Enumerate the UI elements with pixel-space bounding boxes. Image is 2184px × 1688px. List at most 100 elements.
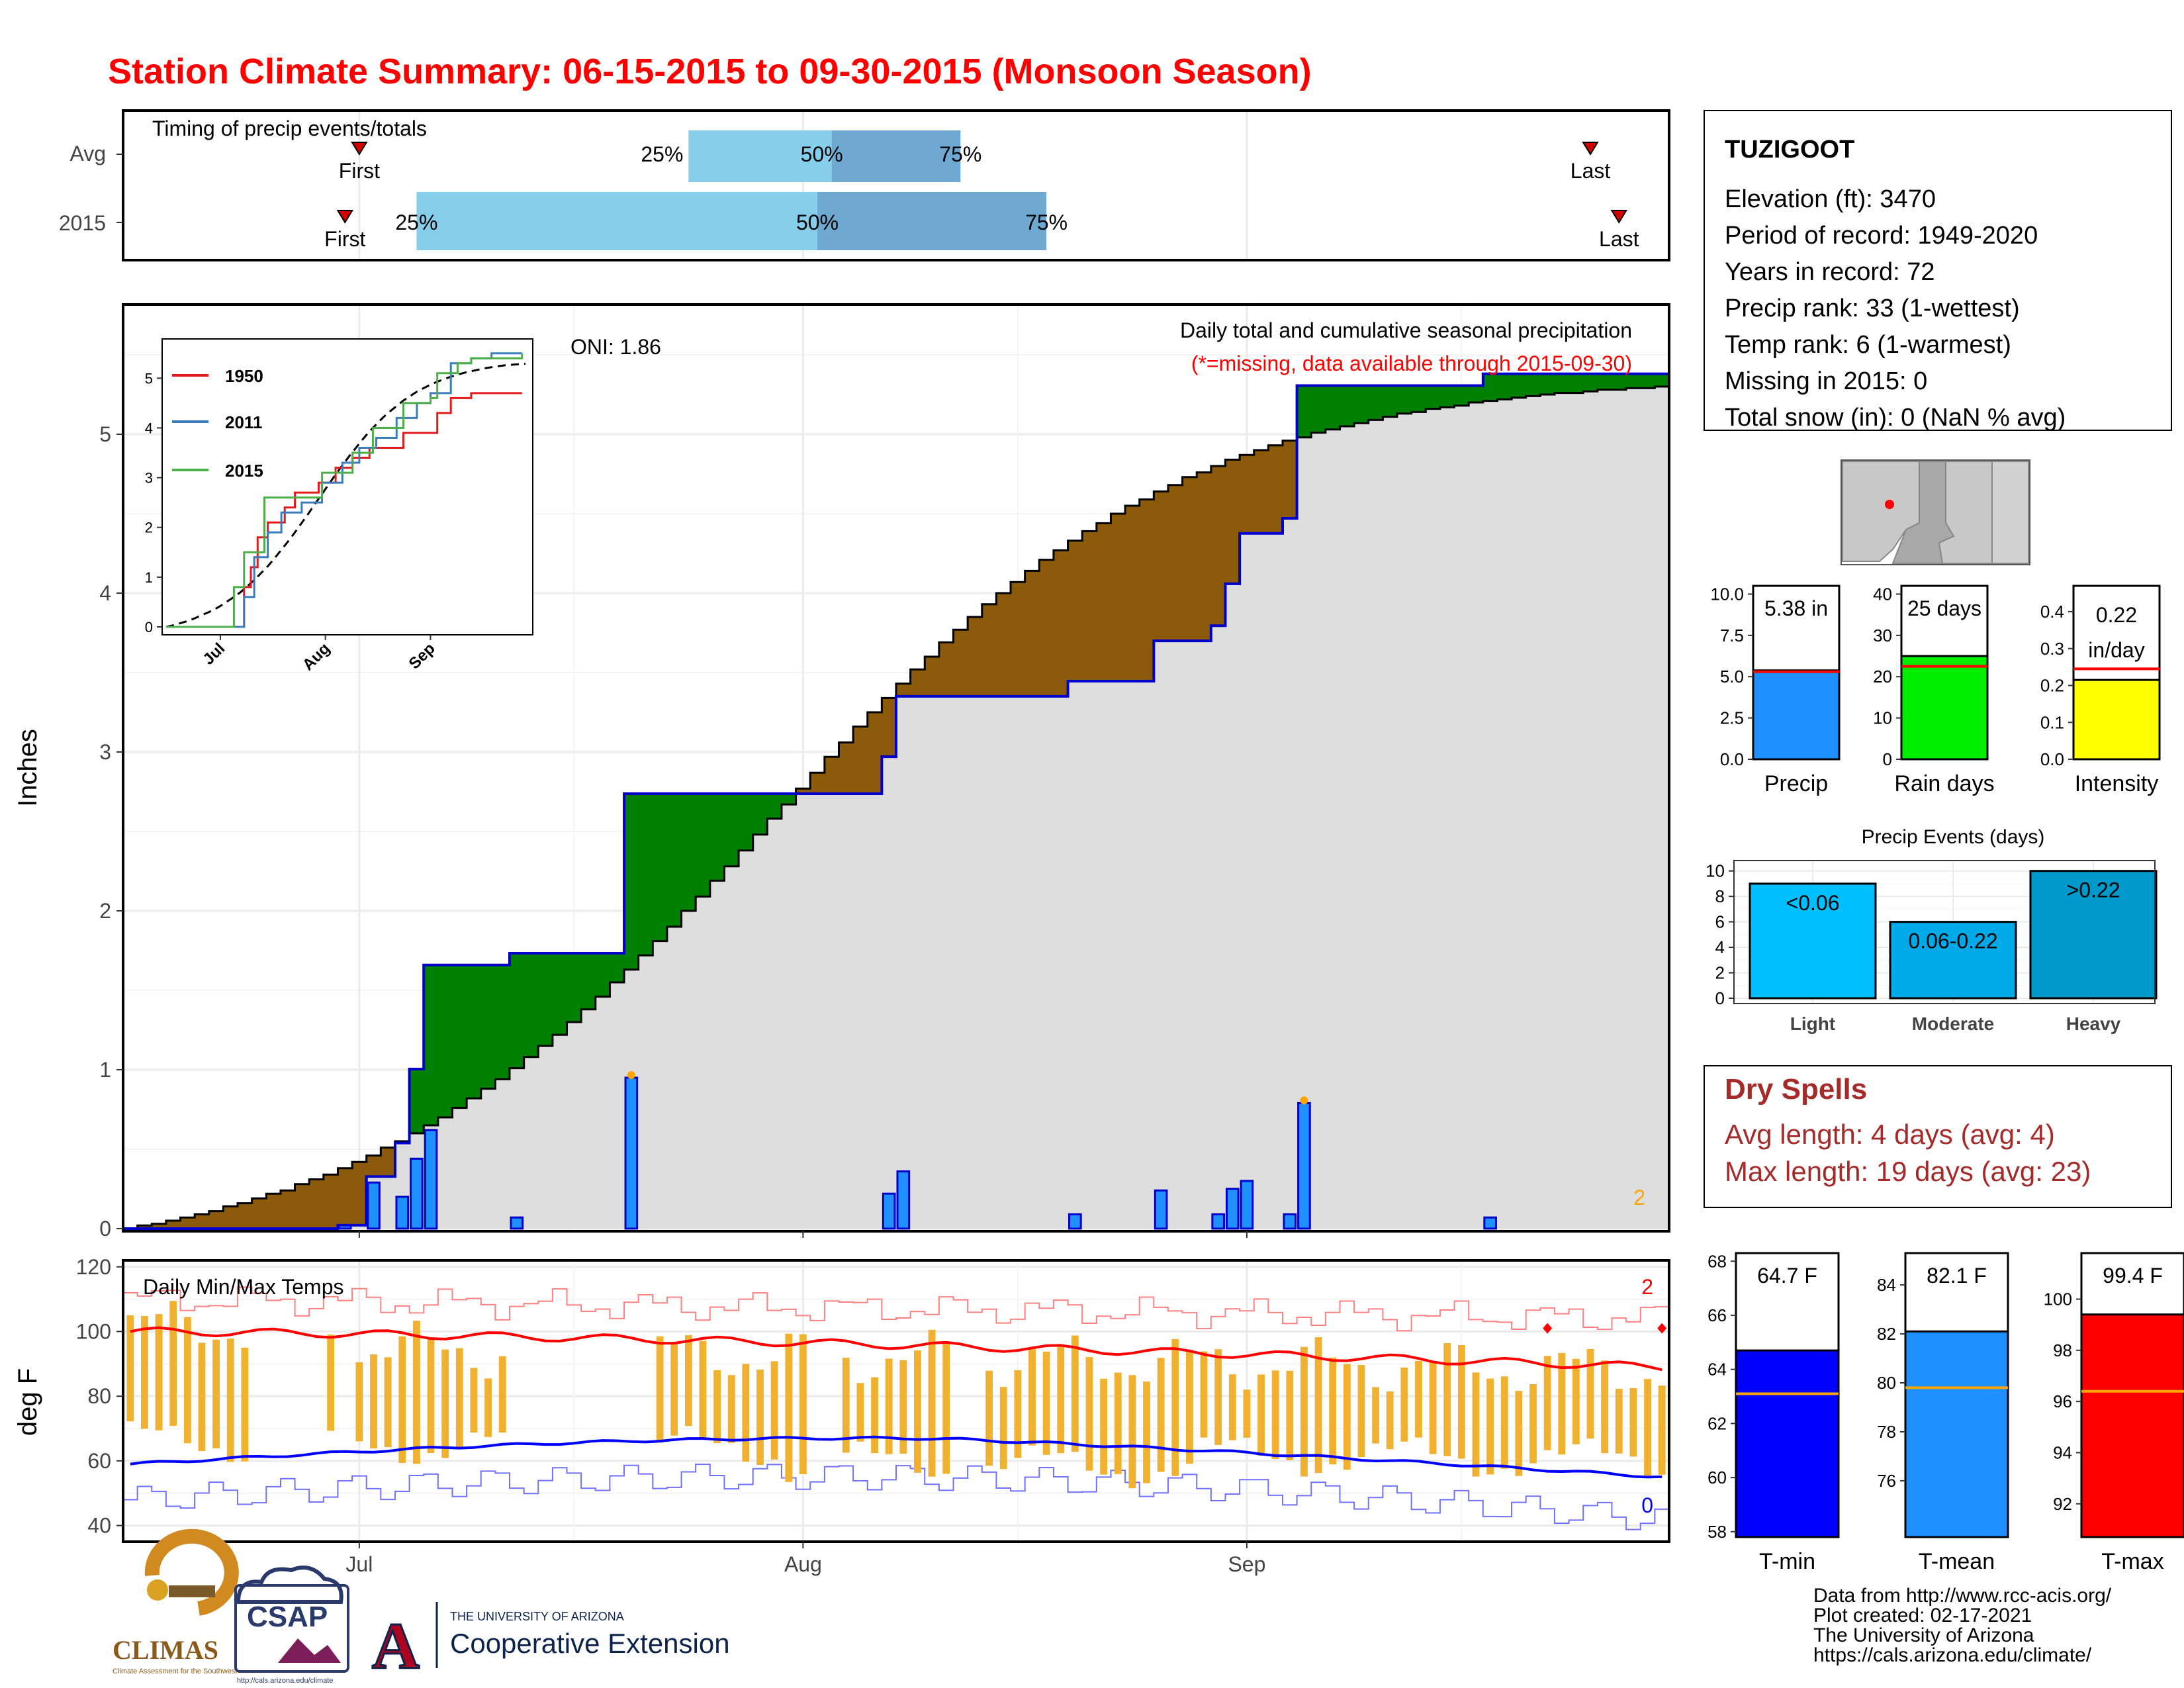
deficit-fill [137,1225,152,1229]
events-bar-range: 0.06-0.22 [1908,929,1997,953]
daily-temp-bar [1629,1387,1637,1457]
temp-content [123,1286,1669,1530]
ua-logo-bg [363,1609,429,1668]
precip-events-chart: Precip Events (days) 0 2 4 6 8 10 <0.06 Light 0.0… [1706,826,2158,1034]
daily-temp-bar [656,1336,664,1443]
daily-temp-bar [842,1358,850,1453]
summary-bar-y-tick-label: 0 [1883,749,1892,769]
events-y-tick-label: 10 [1706,861,1725,881]
deficit-fill [366,1155,381,1177]
temp-bar-value [1735,1349,1840,1538]
precip-y-tick-label: 0 [99,1217,111,1241]
timing-first-label: First [324,227,365,251]
surplus-fill [1554,373,1570,393]
daily-temp-bar [484,1378,492,1437]
climas-subtitle: Climate Assessment for the Southwest [113,1667,237,1675]
temp-bar-y-tick-label: 82 [1877,1324,1896,1344]
x-axis-tick-label: Sep [1228,1552,1265,1576]
inset-y-tick-label: 4 [145,420,153,436]
inset-series-2015 [166,353,523,628]
temp-y-tick-label: 40 [87,1514,111,1538]
station-info-line: Elevation (ft): 3470 [1725,185,1936,213]
daily-temp-bar [1543,1356,1551,1450]
daily-precip-bar [624,1076,639,1230]
events-y-tick-label: 0 [1715,988,1725,1008]
surplus-fill [1397,385,1412,414]
daily-temp-bar [1114,1372,1122,1474]
surplus-fill [1626,373,1641,389]
daily-temp-bar [799,1334,807,1474]
csap-frame [234,1584,349,1673]
events-y-tick-label: 8 [1715,886,1725,906]
surplus-fill [1383,385,1398,417]
inset-avg-line [165,363,525,628]
surplus-fill [1311,385,1326,433]
deficit-fill [1154,491,1169,641]
daily-temp-bar [699,1340,707,1440]
station-info-line: Missing in 2015: 0 [1725,367,1927,395]
daily-temp-bar [1300,1346,1308,1477]
inset-y-tick-label: 2 [145,520,153,536]
daily-temp-bar [1343,1364,1351,1470]
temp-bar-label: T-min [1759,1549,1815,1574]
daily-temp-bar [1214,1349,1222,1445]
daily-temp-bar [1314,1337,1322,1474]
timing-last-label: Last [1570,159,1611,183]
precip-panel-subtitle: (*=missing, data available through 2015-… [1191,352,1632,375]
temp-bar-y-tick-label: 64 [1707,1360,1727,1380]
timing-first-marker [336,210,354,224]
timing-last-label: Last [1599,227,1639,251]
daily-temp-bar [355,1362,363,1442]
deficit-fill [338,1168,353,1225]
surplus-fill [638,793,653,956]
surplus-fill [538,953,553,1046]
deficit-fill [1240,455,1255,534]
surplus-fill [1612,373,1627,390]
daily-temp-bar [1644,1379,1651,1476]
timing-q50-q75-bar [817,192,1047,250]
temp-bar-y-tick-label: 96 [2053,1391,2072,1411]
surplus-fill [709,793,725,881]
timing-first-label: First [339,159,380,183]
events-y-tick-label: 2 [1715,963,1725,983]
precip-y-tick-label: 3 [99,740,111,764]
surplus-fill [480,964,496,1089]
ua-logo-mark: A [372,1609,420,1683]
station-location-marker [1885,500,1894,509]
daily-temp-bar [155,1314,163,1430]
record-high-marker [1657,1323,1667,1334]
daily-temp-bar [384,1357,392,1448]
temp-summary-bars: 64.7 F 58 60 62 64 66 68 T-min 82.1 F 76 78 80 82 84 T… [1707,1251,2184,1574]
surplus-fill [781,793,797,805]
daily-temp-bar [1143,1382,1150,1483]
temp-bar-y-tick-label: 84 [1877,1275,1896,1295]
surplus-fill [1368,385,1384,420]
dry-spells-box: Dry Spells Avg length: 4 days (avg: 4) M… [1704,1065,2172,1208]
precip-y-tick-label: 2 [99,899,111,923]
summary-bar-y-tick-label: 5.0 [1720,667,1744,686]
daily-temp-bar [1057,1346,1065,1454]
surplus-fill [1569,373,1584,393]
daily-temp-bar [1372,1387,1379,1444]
summary-bar-y-tick-label: 40 [1873,584,1892,604]
daily-temp-bar [756,1370,764,1465]
deficit-fill [1053,550,1069,696]
deficit-fill [381,1147,396,1177]
surplus-fill [1640,373,1655,389]
surplus-fill [1497,373,1512,400]
temp-panel: 40 60 80 100 120 deg F Daily Min/Max Temps 2… [13,1231,1670,1576]
surplus-fill [1469,385,1484,402]
x-axis-tick-label: Aug [784,1552,822,1576]
temp-bar-y-tick-label: 98 [2053,1340,2072,1360]
surplus-fill [1512,373,1527,398]
deficit-fill [1182,477,1197,641]
temp-y-label: deg F [13,1368,42,1436]
deficit-fill [925,657,940,696]
daily-temp-bar [713,1370,721,1444]
surplus-fill [1482,373,1498,401]
csap-mountains [278,1638,341,1663]
summary-bar-y-tick-label: 2.5 [1720,708,1744,728]
legend-label-2011: 2011 [225,412,262,432]
dry-spells-frame [1704,1065,2172,1208]
temp-bar-value-label: 64.7 F [1757,1264,1817,1288]
